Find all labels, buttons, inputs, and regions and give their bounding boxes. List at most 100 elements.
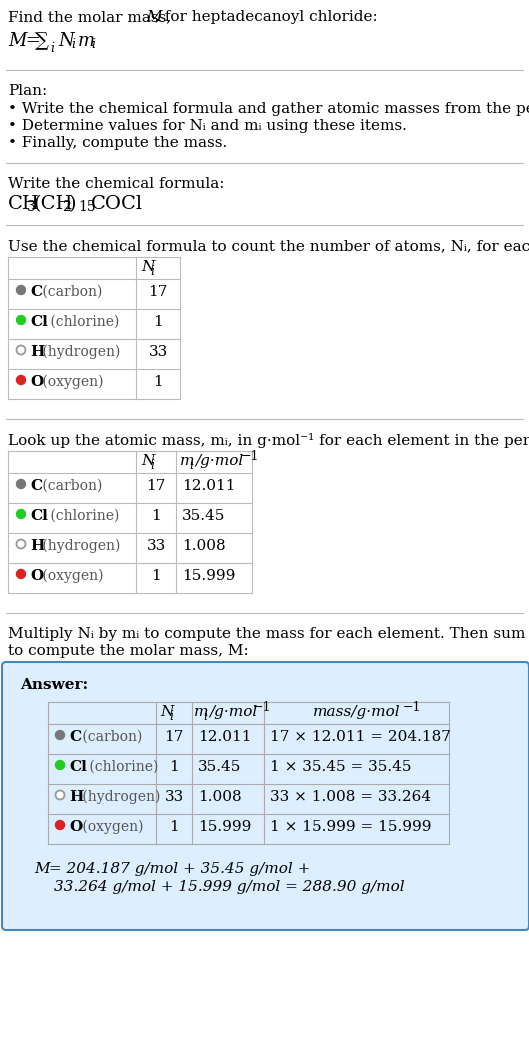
Text: C: C	[30, 285, 42, 299]
Circle shape	[16, 346, 25, 354]
Text: 1: 1	[153, 375, 163, 389]
Text: COCl: COCl	[91, 195, 143, 213]
Text: N: N	[141, 260, 154, 274]
Text: (oxygen): (oxygen)	[39, 375, 104, 389]
Text: 2: 2	[62, 200, 71, 214]
Text: 33: 33	[148, 345, 168, 359]
Text: 3: 3	[27, 200, 36, 214]
Text: =: =	[20, 32, 47, 50]
Text: 33.264 g/mol + 15.999 g/mol = 288.90 g/mol: 33.264 g/mol + 15.999 g/mol = 288.90 g/m…	[54, 880, 405, 894]
Text: 1: 1	[169, 760, 179, 774]
Text: O: O	[30, 569, 43, 583]
Text: −1: −1	[241, 450, 260, 463]
Text: i: i	[91, 38, 95, 51]
Text: Write the chemical formula:: Write the chemical formula:	[8, 177, 224, 191]
Text: /g·mol: /g·mol	[195, 454, 243, 468]
Text: C: C	[30, 479, 42, 493]
Text: • Determine values for Nᵢ and mᵢ using these items.: • Determine values for Nᵢ and mᵢ using t…	[8, 119, 407, 133]
Text: C: C	[69, 730, 81, 744]
Text: /g·mol: /g·mol	[209, 705, 257, 719]
Text: 17: 17	[165, 730, 184, 744]
Text: O: O	[69, 820, 82, 834]
Text: 17: 17	[147, 479, 166, 493]
Text: 1: 1	[169, 820, 179, 834]
Text: Cl: Cl	[30, 509, 48, 523]
Text: (chlorine): (chlorine)	[85, 760, 158, 774]
Circle shape	[16, 509, 25, 519]
Circle shape	[16, 315, 25, 325]
Circle shape	[16, 540, 25, 548]
Text: 17: 17	[148, 285, 168, 299]
Text: (hydrogen): (hydrogen)	[78, 790, 160, 804]
Circle shape	[16, 286, 25, 294]
Text: (carbon): (carbon)	[39, 285, 103, 299]
Text: −1: −1	[253, 701, 271, 714]
Text: i: i	[150, 458, 154, 472]
Text: 33: 33	[147, 539, 166, 553]
Text: (chlorine): (chlorine)	[46, 315, 120, 329]
Circle shape	[56, 790, 65, 800]
Circle shape	[56, 730, 65, 740]
Text: Cl: Cl	[69, 760, 87, 774]
Text: Find the molar mass,: Find the molar mass,	[8, 9, 176, 24]
Text: (carbon): (carbon)	[78, 730, 142, 744]
Text: mass/g·mol: mass/g·mol	[313, 705, 400, 719]
Text: • Write the chemical formula and gather atomic masses from the periodic table.: • Write the chemical formula and gather …	[8, 102, 529, 116]
Text: Cl: Cl	[30, 315, 48, 329]
Text: • Finally, compute the mass.: • Finally, compute the mass.	[8, 136, 227, 150]
Circle shape	[56, 820, 65, 829]
Text: M: M	[146, 9, 162, 24]
Text: Plan:: Plan:	[8, 84, 47, 98]
Text: 15: 15	[78, 200, 96, 214]
Text: i: i	[203, 710, 207, 723]
Text: O: O	[30, 375, 43, 389]
Text: 1.008: 1.008	[198, 790, 242, 804]
Text: 35.45: 35.45	[198, 760, 241, 774]
Text: 15.999: 15.999	[182, 569, 235, 583]
Text: i: i	[189, 458, 193, 472]
Text: (hydrogen): (hydrogen)	[39, 539, 121, 553]
Text: (carbon): (carbon)	[39, 479, 103, 493]
Text: H: H	[30, 539, 44, 553]
Circle shape	[16, 375, 25, 385]
Text: i: i	[50, 42, 54, 55]
Circle shape	[56, 761, 65, 769]
Circle shape	[16, 480, 25, 488]
Text: m: m	[78, 32, 95, 50]
Text: Answer:: Answer:	[20, 678, 88, 692]
Text: 17 × 12.011 = 204.187: 17 × 12.011 = 204.187	[270, 730, 451, 744]
Text: Use the chemical formula to count the number of atoms, Nᵢ, for each element:: Use the chemical formula to count the nu…	[8, 239, 529, 253]
Text: Multiply Nᵢ by mᵢ to compute the mass for each element. Then sum those values: Multiply Nᵢ by mᵢ to compute the mass fo…	[8, 627, 529, 641]
Text: 1: 1	[153, 315, 163, 329]
Text: N: N	[141, 454, 154, 468]
Text: i: i	[150, 265, 154, 278]
Text: 15.999: 15.999	[198, 820, 251, 834]
Text: N: N	[58, 32, 74, 50]
Text: (chlorine): (chlorine)	[46, 509, 120, 523]
Text: −1: −1	[403, 701, 421, 714]
Text: 33: 33	[165, 790, 184, 804]
Text: N: N	[160, 705, 174, 719]
Text: (oxygen): (oxygen)	[78, 820, 143, 835]
Text: ∑: ∑	[35, 32, 49, 50]
Text: CH: CH	[8, 195, 40, 213]
Text: (oxygen): (oxygen)	[39, 569, 104, 584]
Circle shape	[16, 569, 25, 579]
Text: M: M	[34, 862, 50, 876]
Text: to compute the molar mass, M:: to compute the molar mass, M:	[8, 644, 249, 658]
Text: m: m	[180, 454, 195, 468]
Text: Look up the atomic mass, mᵢ, in g·mol⁻¹ for each element in the periodic table:: Look up the atomic mass, mᵢ, in g·mol⁻¹ …	[8, 433, 529, 448]
Text: 12.011: 12.011	[198, 730, 251, 744]
Text: = 204.187 g/mol + 35.45 g/mol +: = 204.187 g/mol + 35.45 g/mol +	[44, 862, 311, 876]
Text: 35.45: 35.45	[182, 509, 225, 523]
Text: 33 × 1.008 = 33.264: 33 × 1.008 = 33.264	[270, 790, 431, 804]
Text: ): )	[68, 195, 76, 213]
Text: 1: 1	[151, 509, 161, 523]
Text: 1: 1	[151, 569, 161, 583]
Text: H: H	[30, 345, 44, 359]
Text: m: m	[194, 705, 208, 719]
Text: i: i	[71, 38, 75, 51]
Text: 1 × 35.45 = 35.45: 1 × 35.45 = 35.45	[270, 760, 412, 774]
Text: (hydrogen): (hydrogen)	[39, 345, 121, 359]
Text: i: i	[169, 710, 173, 723]
